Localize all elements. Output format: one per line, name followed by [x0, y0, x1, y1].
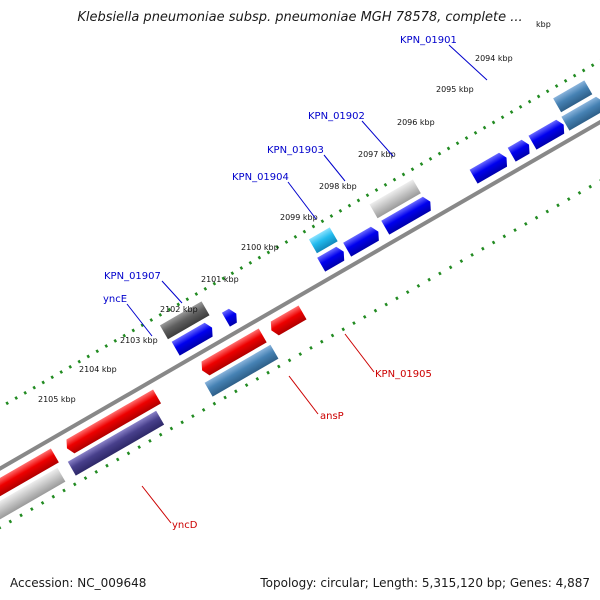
- outer-tick-ring: [0, 49, 600, 452]
- scale-tick-label: 2100 kbp: [241, 243, 279, 252]
- callout-leader: [161, 280, 183, 304]
- callout-leader: [141, 485, 172, 524]
- gene-feature[interactable]: [561, 95, 600, 131]
- accession-label: Accession: NC_009648: [10, 576, 147, 590]
- gene-label-kpn-01907[interactable]: KPN_01907: [104, 271, 161, 282]
- gene-callouts: [126, 44, 488, 524]
- gene-feature[interactable]: [369, 179, 421, 219]
- gene-feature[interactable]: [267, 305, 307, 337]
- gene-feature[interactable]: [204, 344, 279, 397]
- gene-feature[interactable]: [343, 225, 382, 257]
- genome-summary: Topology: circular; Length: 5,315,120 bp…: [260, 576, 590, 590]
- gene-feature[interactable]: [507, 138, 533, 162]
- callout-leader: [288, 375, 319, 415]
- reverse-strand: [0, 305, 307, 535]
- scale-tick-label: 2095 kbp: [436, 85, 474, 94]
- scale-tick-label: 2097 kbp: [358, 150, 396, 159]
- scale-tick-label: 2098 kbp: [319, 182, 357, 191]
- map-title: Klebsiella pneumoniae subsp. pneumoniae …: [77, 10, 523, 25]
- genome-band: [0, 49, 600, 543]
- gene-label-ynce[interactable]: yncE: [103, 294, 127, 305]
- gene-label-kpn-01901[interactable]: KPN_01901: [400, 35, 457, 46]
- gene-feature[interactable]: [171, 321, 216, 356]
- gene-label-ansp[interactable]: ansP: [320, 411, 344, 422]
- gene-label-kpn-01904[interactable]: KPN_01904: [232, 172, 289, 183]
- callout-leader: [344, 333, 375, 373]
- gene-label-kpn-01905[interactable]: KPN_01905: [375, 369, 432, 380]
- scale-tick-label: 2103 kbp: [120, 336, 158, 345]
- inner-tick-ring: [0, 139, 600, 543]
- gene-feature[interactable]: [317, 245, 348, 272]
- scale-end-label: kbp: [536, 20, 551, 29]
- scale-tick-label: 2101 kbp: [201, 275, 239, 284]
- scale-tick-label: 2105 kbp: [38, 395, 76, 404]
- scale-labels: kbp 2094 kbp 2095 kbp 2096 kbp 2097 kbp …: [38, 20, 551, 404]
- callout-leader: [126, 303, 153, 337]
- gene-feature[interactable]: [308, 227, 338, 254]
- gene-label-kpn-01902[interactable]: KPN_01902: [308, 111, 365, 122]
- genome-backbone: [0, 84, 600, 509]
- scale-tick-label: 2104 kbp: [79, 365, 117, 374]
- gene-feature[interactable]: [0, 467, 66, 535]
- callout-leader: [448, 44, 488, 81]
- gene-feature[interactable]: [67, 410, 165, 476]
- gene-feature[interactable]: [469, 151, 511, 184]
- gene-feature[interactable]: [221, 307, 240, 327]
- scale-tick-label: 2099 kbp: [280, 213, 318, 222]
- scale-tick-label: 2102 kbp: [160, 305, 198, 314]
- gene-name-labels: KPN_01901 KPN_01902 KPN_01903 KPN_01904 …: [103, 35, 457, 531]
- gene-label-kpn-01903[interactable]: KPN_01903: [267, 145, 324, 156]
- gene-feature[interactable]: [159, 301, 210, 340]
- callout-leader: [323, 154, 346, 182]
- gene-feature[interactable]: [0, 448, 59, 509]
- callout-leader: [361, 120, 394, 157]
- gene-feature[interactable]: [553, 80, 593, 113]
- forward-strand-outer: [159, 80, 593, 340]
- gene-label-yncd[interactable]: yncD: [172, 520, 198, 531]
- forward-strand: [171, 95, 600, 356]
- gene-feature[interactable]: [528, 118, 567, 150]
- scale-tick-label: 2096 kbp: [397, 118, 435, 127]
- callout-leader: [287, 181, 317, 220]
- gene-feature[interactable]: [63, 389, 162, 455]
- scale-tick-label: 2094 kbp: [475, 54, 513, 63]
- gene-feature[interactable]: [381, 195, 434, 235]
- gene-feature[interactable]: [198, 328, 267, 377]
